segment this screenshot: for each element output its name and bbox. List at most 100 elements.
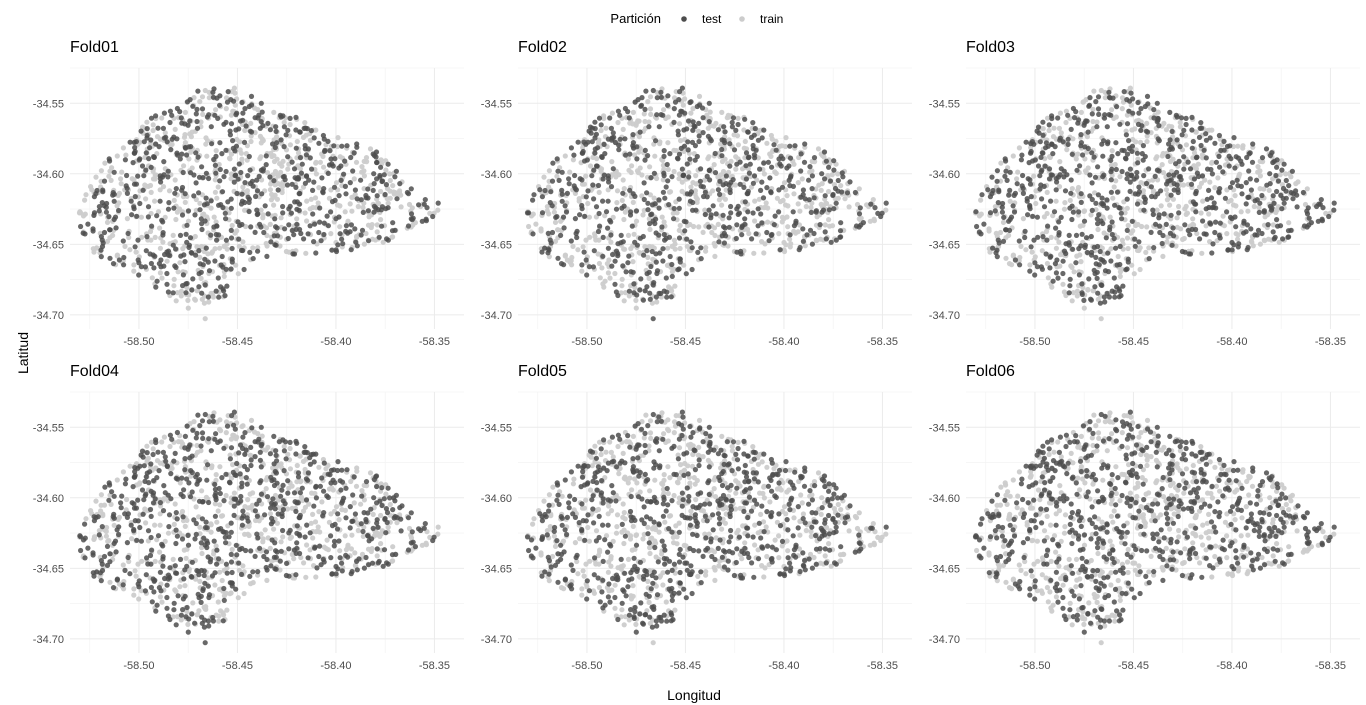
- point-train: [1207, 179, 1213, 185]
- point-test: [1113, 245, 1119, 251]
- point-test: [1094, 275, 1100, 281]
- point-test: [777, 247, 783, 253]
- point-test: [246, 208, 252, 215]
- point-train: [359, 164, 365, 170]
- point-test: [579, 206, 585, 212]
- point-train: [743, 146, 750, 152]
- point-test: [698, 245, 704, 251]
- point-train: [83, 516, 89, 522]
- point-train: [661, 107, 667, 113]
- point-train: [1286, 220, 1292, 226]
- point-test: [1141, 207, 1147, 213]
- point-test: [145, 214, 151, 220]
- point-test: [698, 183, 704, 189]
- point-train: [1158, 203, 1164, 209]
- point-train: [387, 171, 393, 177]
- point-test: [215, 275, 221, 281]
- point-test: [317, 219, 323, 225]
- point-test: [379, 223, 385, 229]
- point-test: [1111, 275, 1117, 281]
- point-train: [191, 95, 197, 101]
- point-test: [595, 228, 602, 235]
- point-test: [623, 269, 629, 275]
- point-test: [1123, 156, 1129, 162]
- point-train: [1113, 114, 1119, 120]
- point-test: [187, 118, 193, 124]
- point-train: [1196, 184, 1203, 190]
- point-train: [1082, 168, 1089, 174]
- point-test: [421, 201, 427, 207]
- point-test: [1064, 172, 1070, 178]
- point-train: [1174, 215, 1180, 221]
- point-train: [171, 521, 177, 528]
- point-test: [370, 187, 376, 193]
- point-train: [80, 213, 87, 219]
- point-train: [733, 154, 739, 160]
- point-test: [787, 232, 793, 238]
- point-test: [651, 170, 658, 176]
- point-test: [128, 198, 134, 204]
- point-train: [700, 229, 706, 235]
- point-test: [1139, 151, 1145, 157]
- point-train: [216, 618, 222, 624]
- point-test: [352, 226, 358, 232]
- point-test: [609, 135, 615, 141]
- point-test: [647, 290, 653, 296]
- point-train: [1077, 223, 1083, 229]
- point-train: [620, 126, 626, 132]
- point-train: [227, 156, 233, 162]
- point-test: [1096, 111, 1102, 117]
- point-test: [826, 164, 832, 170]
- point-test: [170, 242, 176, 248]
- point-test: [675, 128, 681, 134]
- point-train: [213, 107, 219, 113]
- point-train: [337, 154, 343, 160]
- point-train: [636, 134, 643, 140]
- point-test: [700, 115, 706, 121]
- point-train: [172, 501, 178, 507]
- point-train: [1240, 145, 1246, 151]
- point-train: [684, 243, 690, 249]
- point-test: [174, 150, 180, 156]
- point-test: [1034, 214, 1040, 220]
- point-test: [566, 181, 572, 187]
- point-test: [374, 159, 380, 166]
- point-test: [213, 170, 219, 176]
- point-test: [597, 223, 603, 229]
- point-test: [164, 270, 170, 277]
- point-test: [1046, 166, 1053, 172]
- point-test: [219, 151, 225, 157]
- point-train: [337, 203, 343, 209]
- point-test: [211, 224, 217, 230]
- point-train: [159, 439, 165, 445]
- point-test: [1108, 157, 1114, 163]
- point-test: [558, 261, 565, 267]
- point-test: [719, 146, 725, 153]
- point-test: [1209, 250, 1215, 256]
- point-test: [654, 270, 660, 277]
- point-test: [231, 512, 237, 519]
- point-train: [1111, 184, 1117, 190]
- point-test: [137, 156, 143, 162]
- x-tick-label: -58.35: [419, 660, 450, 672]
- point-train: [690, 106, 696, 112]
- point-test: [742, 199, 748, 205]
- point-test: [217, 166, 223, 173]
- point-test: [1095, 106, 1102, 112]
- point-test: [608, 219, 614, 225]
- point-train: [269, 191, 275, 197]
- point-test: [1077, 163, 1083, 169]
- point-test: [531, 192, 537, 198]
- point-train: [264, 577, 270, 584]
- point-train: [316, 509, 322, 515]
- point-test: [174, 516, 180, 522]
- point-train: [883, 207, 889, 213]
- point-test: [1104, 205, 1110, 211]
- point-train: [384, 195, 390, 202]
- point-test: [626, 288, 633, 294]
- point-test: [233, 172, 239, 178]
- point-train: [1109, 107, 1115, 113]
- point-train: [1117, 273, 1123, 279]
- point-train: [764, 140, 770, 146]
- point-test: [1124, 196, 1130, 202]
